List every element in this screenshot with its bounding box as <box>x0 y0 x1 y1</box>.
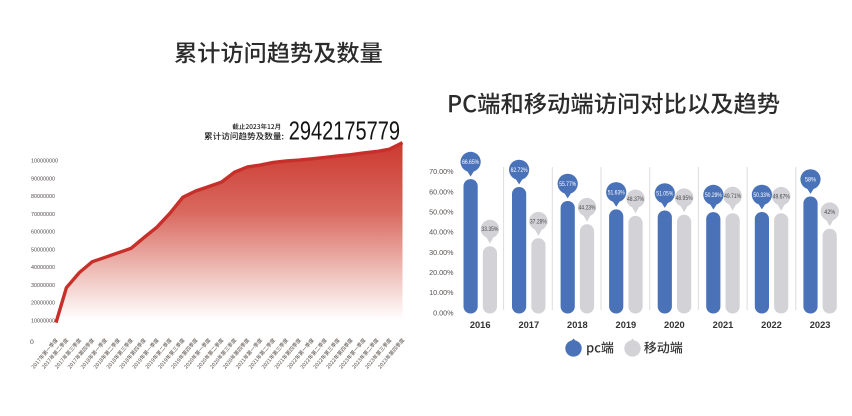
svg-text:10000000: 10000000 <box>31 318 55 324</box>
svg-text:49.67%: 49.67% <box>773 193 790 200</box>
svg-text:40.00%: 40.00% <box>429 228 454 237</box>
svg-text:2942175779: 2942175779 <box>289 116 400 145</box>
svg-text:60000000: 60000000 <box>31 230 55 236</box>
svg-text:49.71%: 49.71% <box>724 193 741 200</box>
svg-text:2020: 2020 <box>664 320 685 330</box>
svg-text:60.00%: 60.00% <box>429 187 454 196</box>
svg-text:50000000: 50000000 <box>31 247 55 253</box>
svg-text:50.33%: 50.33% <box>753 192 770 199</box>
svg-text:30000000: 30000000 <box>31 283 55 289</box>
svg-text:90000000: 90000000 <box>31 176 55 182</box>
svg-text:70000000: 70000000 <box>31 212 55 218</box>
svg-text:44.23%: 44.23% <box>579 204 596 211</box>
svg-text:51.05%: 51.05% <box>656 191 673 198</box>
svg-text:33.35%: 33.35% <box>481 226 498 233</box>
svg-text:2023: 2023 <box>810 320 831 330</box>
svg-text:30.00%: 30.00% <box>429 248 454 257</box>
svg-text:2022: 2022 <box>761 320 782 330</box>
svg-text:48.37%: 48.37% <box>627 196 644 203</box>
svg-text:37.28%: 37.28% <box>530 218 547 225</box>
svg-text:2018: 2018 <box>567 320 588 330</box>
svg-text:66.65%: 66.65% <box>462 159 479 166</box>
svg-text:50.00%: 50.00% <box>429 207 454 216</box>
svg-text:55.77%: 55.77% <box>559 181 576 188</box>
svg-text:0: 0 <box>30 339 34 346</box>
svg-text:2019: 2019 <box>616 320 637 330</box>
svg-text:2017: 2017 <box>518 320 539 330</box>
svg-text:20000000: 20000000 <box>31 301 55 307</box>
svg-text:62.72%: 62.72% <box>511 167 528 174</box>
svg-text:42%: 42% <box>824 209 835 216</box>
svg-text:10.00%: 10.00% <box>429 288 454 297</box>
svg-text:20.00%: 20.00% <box>429 268 454 277</box>
svg-text:0.00%: 0.00% <box>433 308 454 317</box>
svg-text:40000000: 40000000 <box>31 265 55 271</box>
svg-text:51.63%: 51.63% <box>608 189 625 196</box>
svg-text:50.29%: 50.29% <box>705 192 722 199</box>
svg-text:80000000: 80000000 <box>31 194 55 200</box>
svg-text:70.00%: 70.00% <box>429 167 454 176</box>
svg-text:100000000: 100000000 <box>31 159 58 165</box>
svg-text:2021: 2021 <box>713 320 734 330</box>
svg-text:2016: 2016 <box>470 320 491 330</box>
svg-text:48.95%: 48.95% <box>676 195 693 202</box>
svg-text:58%: 58% <box>805 177 816 184</box>
